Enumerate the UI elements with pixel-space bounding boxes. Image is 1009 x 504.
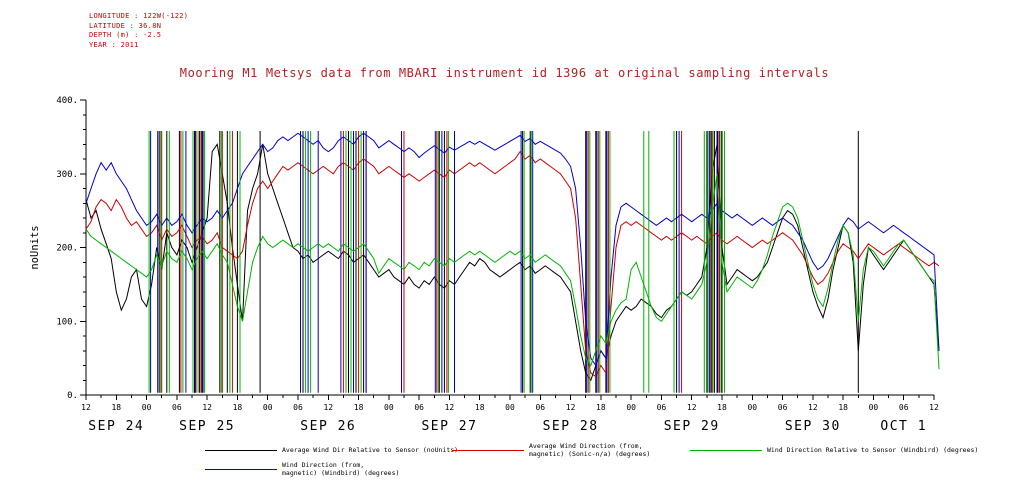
legend-swatch xyxy=(205,450,277,452)
legend-swatch xyxy=(205,469,277,470)
y-tick-label: 0. xyxy=(67,391,78,401)
x-tick-label: 18 xyxy=(717,403,727,412)
x-tick-label: 18 xyxy=(838,403,848,412)
x-tick-label: 12 xyxy=(929,403,939,412)
x-tick-label: 06 xyxy=(535,403,545,412)
x-tick-label: 12 xyxy=(808,403,818,412)
y-tick-label: 300. xyxy=(56,170,78,180)
x-day-label: SEP 27 xyxy=(421,419,477,434)
x-tick-label: 00 xyxy=(142,403,152,412)
x-tick-label: 00 xyxy=(747,403,757,412)
metadata-longitude: LONGITUDE : 122W(-122) xyxy=(89,12,189,20)
x-tick-label: 12 xyxy=(81,403,91,412)
x-tick-label: 12 xyxy=(566,403,576,412)
legend-label: Wind Direction Relative to Sensor (Windb… xyxy=(767,446,979,454)
x-tick-label: 18 xyxy=(233,403,243,412)
x-day-label: SEP 25 xyxy=(179,419,235,434)
legend-swatch xyxy=(452,450,524,451)
legend-entry-wind-direction-relative-windbird: Wind Direction Relative to Sensor (Windb… xyxy=(690,446,979,455)
x-tick-label: 00 xyxy=(626,403,636,412)
x-tick-label: 06 xyxy=(899,403,909,412)
metadata-latitude: LATITUDE : 36.8N xyxy=(89,21,162,30)
x-tick-label: 18 xyxy=(111,403,121,412)
legend-label: Average Wind Direction (from, magnetic) (… xyxy=(529,442,651,458)
x-tick-label: 06 xyxy=(657,403,667,412)
station-metadata: LONGITUDE : 122W(-122) LATITUDE : 36.8N … xyxy=(89,12,188,50)
axes xyxy=(80,99,935,400)
x-tick-label: 12 xyxy=(202,403,212,412)
x-tick-label: 00 xyxy=(384,403,394,412)
y-tick-label: 400. xyxy=(56,96,78,106)
x-day-label: SEP 24 xyxy=(88,419,144,434)
x-tick-label: 06 xyxy=(293,403,303,412)
x-tick-label: 12 xyxy=(445,403,455,412)
x-tick-label: 00 xyxy=(869,403,879,412)
legend-label: Wind Direction (from, magnetic) (Windbird… xyxy=(282,461,400,477)
x-day-label: SEP 28 xyxy=(543,419,599,434)
x-day-label: SEP 26 xyxy=(300,419,356,434)
x-tick-label: 18 xyxy=(354,403,364,412)
y-tick-label: 200. xyxy=(56,244,78,254)
y-tick-label: 100. xyxy=(56,317,78,327)
legend-entry-wind-direction-magnetic-windbird: Wind Direction (from, magnetic) (Windbird… xyxy=(205,461,400,477)
legend-label: Average Wind Dir Relative to Sensor (noU… xyxy=(282,446,459,454)
series-wind-direction-magnetic-windbird xyxy=(85,131,940,393)
x-tick-label: 06 xyxy=(172,403,182,412)
x-day-label: SEP 30 xyxy=(785,419,841,434)
x-tick-label: 18 xyxy=(596,403,606,412)
y-axis-title: noUnits xyxy=(29,225,41,269)
legend-swatch xyxy=(690,450,762,452)
x-tick-label: 18 xyxy=(475,403,485,412)
x-tick-label: 06 xyxy=(414,403,424,412)
x-day-label: OCT 1 xyxy=(880,419,927,434)
x-tick-label: 12 xyxy=(687,403,697,412)
legend-entry-avg-wind-direction-sonic: Average Wind Direction (from, magnetic) (… xyxy=(452,442,651,458)
series-wind-direction-relative-windbird xyxy=(85,131,940,393)
x-day-label: SEP 29 xyxy=(664,419,720,434)
x-tick-label: 12 xyxy=(323,403,333,412)
x-tick-label: 00 xyxy=(505,403,515,412)
page-title: Mooring M1 Metsys data from MBARI instru… xyxy=(179,66,830,80)
x-tick-label: 00 xyxy=(263,403,273,412)
series-avg-wind-direction-sonic xyxy=(85,131,940,393)
x-tick-label: 06 xyxy=(778,403,788,412)
metadata-depth: DEPTH (m) : -2.5 xyxy=(89,31,162,39)
legend-entry-avg-wind-dir-relative-sensor: Average Wind Dir Relative to Sensor (noU… xyxy=(205,446,459,455)
metadata-year: YEAR : 2011 xyxy=(89,40,139,49)
